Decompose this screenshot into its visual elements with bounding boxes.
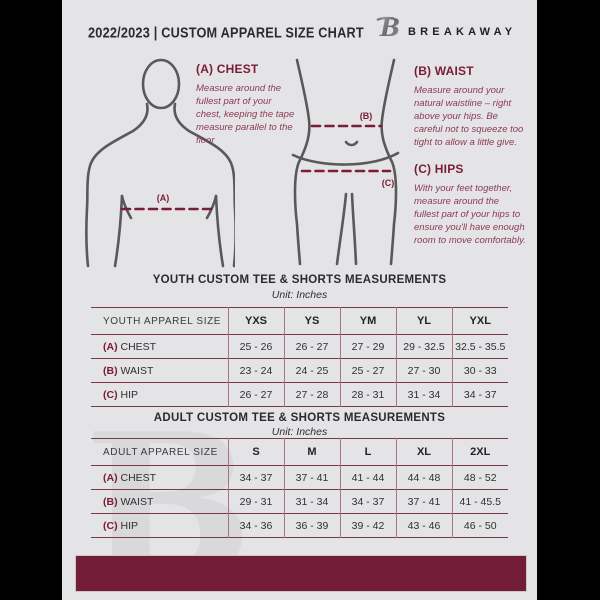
cell-value: 27 - 29: [339, 334, 396, 359]
size-header-ys: YS: [283, 307, 340, 335]
youth-size-table: YOUTH APPAREL SIZE YXS YS YM YL YXL (A) …: [91, 307, 508, 407]
cell-value: 32.5 - 35.5: [451, 334, 508, 359]
youth-unit-label: Unit: Inches: [271, 289, 328, 301]
row-label: (C) HIP: [103, 388, 139, 401]
size-header-m: M: [283, 438, 340, 466]
size-header-ym: YM: [339, 307, 396, 335]
size-header-s: S: [227, 438, 284, 466]
size-header-yl: YL: [395, 307, 452, 335]
chest-instructions: (A) CHEST Measure around the fullest par…: [196, 62, 299, 148]
cell-value: 24 - 25: [283, 358, 340, 383]
table-row-adult-waist: (B) WAIST 29 - 31 31 - 34 34 - 37 37 - 4…: [91, 489, 508, 514]
cell-value: 28 - 31: [339, 382, 396, 407]
cell-value: 34 - 36: [227, 513, 284, 538]
footer-accent-bar: [75, 555, 527, 592]
svg-text:B: B: [379, 13, 400, 41]
cell-value: 31 - 34: [283, 489, 340, 514]
cell-value: 41 - 45.5: [451, 489, 508, 514]
cell-value: 27 - 30: [395, 358, 452, 383]
breakaway-logo-icon: B: [376, 13, 400, 41]
size-header-2xl: 2XL: [451, 438, 508, 466]
cell-value: 26 - 27: [227, 382, 284, 407]
size-header-xl: XL: [395, 438, 452, 466]
waist-instructions: (B) WAIST Measure around your natural wa…: [414, 64, 526, 150]
youth-size-col-header: YOUTH APPAREL SIZE: [103, 315, 222, 327]
hips-line-label: (C): [382, 178, 395, 188]
adult-section-title: ADULT CUSTOM TEE & SHORTS MEASUREMENTS: [153, 412, 446, 424]
waist-body-text: Measure around your natural waistline – …: [414, 85, 524, 149]
cell-value: 26 - 27: [283, 334, 340, 359]
cell-value: 46 - 50: [451, 513, 508, 538]
cell-value: 37 - 41: [283, 465, 340, 490]
cell-value: 34 - 37: [339, 489, 396, 514]
adult-header-row: ADULT APPAREL SIZE S M L XL 2XL: [91, 438, 508, 466]
table-row-youth-chest: (A) CHEST 25 - 26 26 - 27 27 - 29 29 - 3…: [91, 334, 508, 359]
table-row-adult-hip: (C) HIP 34 - 36 36 - 39 39 - 42 43 - 46 …: [91, 513, 508, 538]
waistband-curve: [291, 151, 400, 166]
row-label: (A) CHEST: [103, 340, 157, 353]
cell-value: 25 - 27: [339, 358, 396, 383]
cell-value: 25 - 26: [227, 334, 284, 359]
cell-value: 23 - 24: [227, 358, 284, 383]
hips-body-text: With your feet together, measure around …: [414, 183, 526, 247]
cell-value: 37 - 41: [395, 489, 452, 514]
size-header-l: L: [339, 438, 396, 466]
page-title: 2022/2023 | CUSTOM APPAREL SIZE CHART: [88, 24, 364, 41]
youth-header-row: YOUTH APPAREL SIZE YXS YS YM YL YXL: [91, 307, 508, 335]
hips-diagram: (B) (C): [291, 58, 400, 266]
cell-value: 34 - 37: [227, 465, 284, 490]
size-header-yxs: YXS: [227, 307, 284, 335]
table-row-youth-waist: (B) WAIST 23 - 24 24 - 25 25 - 27 27 - 3…: [91, 358, 508, 383]
navel-mark: [344, 140, 359, 147]
waist-heading: (B) WAIST: [414, 64, 474, 78]
chest-body-text: Measure around the fullest part of your …: [196, 83, 295, 147]
cell-value: 48 - 52: [451, 465, 508, 490]
torso-diagram: (A): [85, 58, 235, 268]
brand-name: BREAKAWAY: [408, 26, 517, 38]
cell-value: 27 - 28: [283, 382, 340, 407]
cell-value: 43 - 46: [395, 513, 452, 538]
size-chart-sheet: B 2022/2023 | CUSTOM APPAREL SIZE CHART …: [62, 0, 537, 600]
cell-value: 34 - 37: [451, 382, 508, 407]
cell-value: 29 - 31: [227, 489, 284, 514]
cell-value: 30 - 33: [451, 358, 508, 383]
chest-heading: (A) CHEST: [196, 62, 259, 76]
adult-size-table: ADULT APPAREL SIZE S M L XL 2XL (A) CHES…: [91, 438, 508, 538]
cell-value: 29 - 32.5: [395, 334, 452, 359]
waist-line-label: (B): [360, 111, 373, 121]
row-label: (C) HIP: [103, 519, 139, 532]
cell-value: 39 - 42: [339, 513, 396, 538]
table-row-adult-chest: (A) CHEST 34 - 37 37 - 41 41 - 44 44 - 4…: [91, 465, 508, 490]
adult-size-col-header: ADULT APPAREL SIZE: [103, 446, 218, 458]
hips-heading: (C) HIPS: [414, 162, 464, 176]
row-label: (B) WAIST: [103, 495, 154, 508]
head-outline: [141, 58, 181, 110]
size-header-yxl: YXL: [451, 307, 508, 335]
adult-unit-label: Unit: Inches: [271, 426, 328, 438]
cell-value: 36 - 39: [283, 513, 340, 538]
youth-section-title: YOUTH CUSTOM TEE & SHORTS MEASUREMENTS: [152, 274, 447, 286]
table-row-youth-hip: (C) HIP 26 - 27 27 - 28 28 - 31 31 - 34 …: [91, 382, 508, 407]
cell-value: 41 - 44: [339, 465, 396, 490]
row-label: (A) CHEST: [103, 471, 157, 484]
cell-value: 31 - 34: [395, 382, 452, 407]
row-label: (B) WAIST: [103, 364, 154, 377]
chest-line-label: (A): [157, 193, 170, 203]
hips-instructions: (C) HIPS With your feet together, measur…: [414, 162, 526, 248]
cell-value: 44 - 48: [395, 465, 452, 490]
